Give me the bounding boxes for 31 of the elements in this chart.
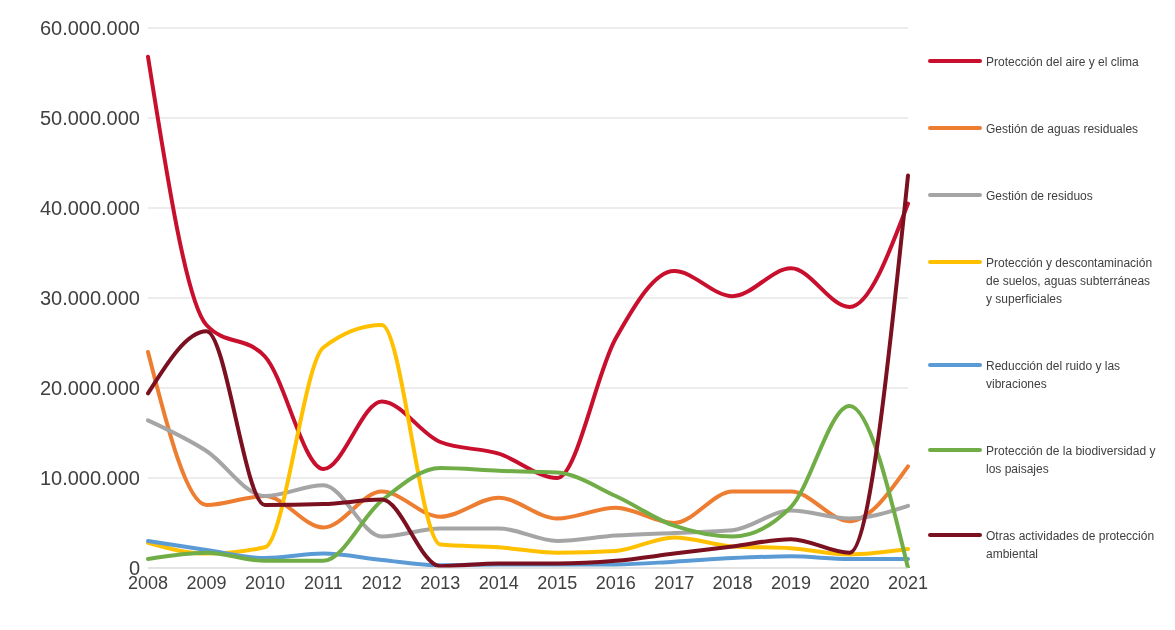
y-tick-label: 10.000.000 [39, 467, 140, 490]
legend-label: Gestión de residuos [986, 187, 1093, 205]
y-tick-label: 20.000.000 [39, 377, 140, 400]
x-tick-label: 2015 [537, 572, 578, 593]
y-tick-label: 60.000.000 [39, 17, 140, 40]
x-tick-label: 2014 [478, 572, 519, 593]
x-tick-label: 2020 [829, 572, 870, 593]
x-tick-label: 2009 [186, 572, 227, 593]
legend-label: Reducción del ruido y las vibraciones [986, 358, 1122, 394]
legend-label: Protección del aire y el clima [986, 53, 1139, 71]
x-tick-label: 2018 [712, 572, 753, 593]
legend-label: Protección de la biodiversidad y los paisajes [986, 443, 1157, 479]
line-series [146, 404, 910, 568]
y-tick-label: 30.000.000 [39, 287, 140, 310]
x-tick-label: 2013 [420, 572, 461, 593]
legend-label: Protección y descontaminación de suelos, aguas subterráneas y superficiales [986, 255, 1154, 308]
x-tick-label: 2019 [771, 572, 812, 593]
line-series [146, 54, 910, 480]
line-series [146, 418, 910, 543]
x-tick-label: 2016 [595, 572, 636, 593]
x-tick-label: 2010 [244, 572, 285, 593]
legend-label: Otras actividades de protección ambiental [986, 528, 1156, 564]
y-tick-label: 40.000.000 [39, 197, 140, 220]
x-tick-label: 2017 [654, 572, 695, 593]
legend-label: Gestión de aguas residuales [986, 120, 1139, 138]
y-tick-label: 50.000.000 [39, 107, 140, 130]
line-series [146, 173, 910, 568]
x-tick-label: 2012 [361, 572, 402, 593]
x-tick-label: 2011 [304, 572, 343, 593]
line-series [146, 323, 910, 557]
x-tick-label: 2021 [887, 572, 929, 593]
